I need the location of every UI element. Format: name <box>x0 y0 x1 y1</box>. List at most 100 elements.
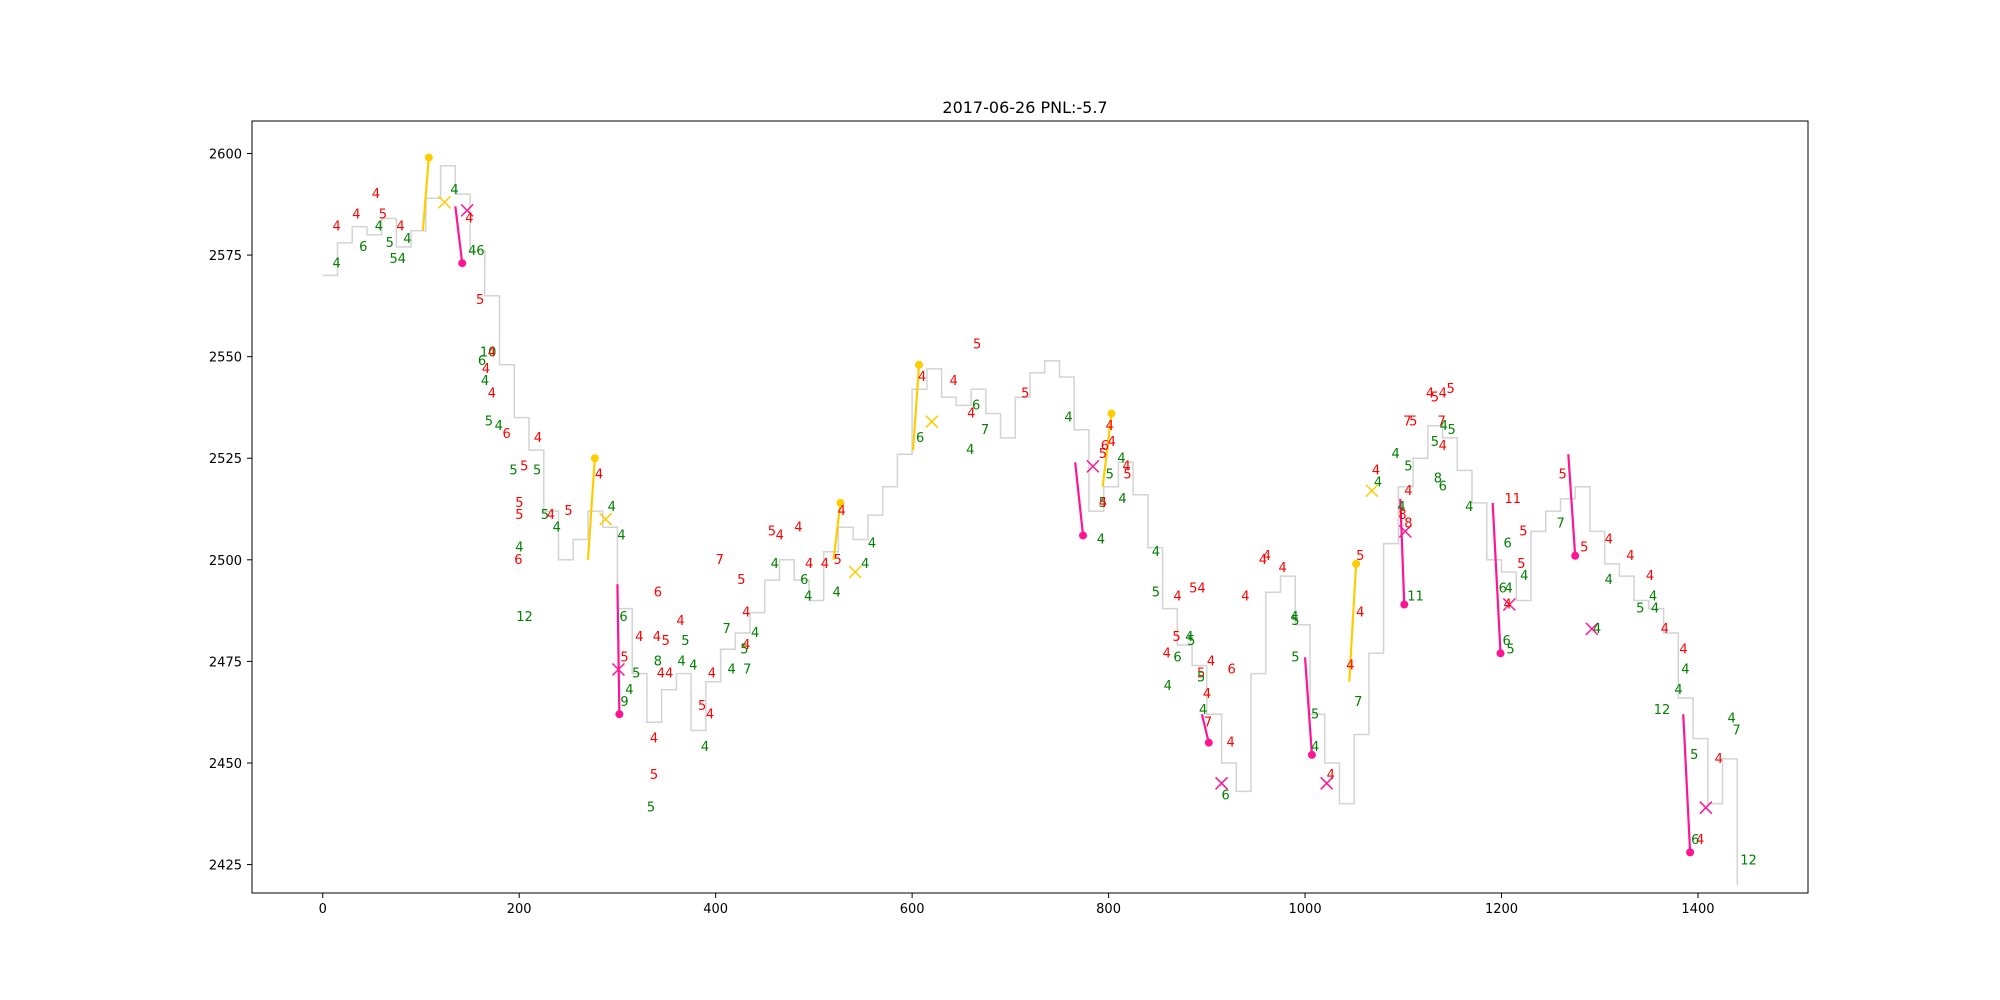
annotation-label: 4 <box>751 626 759 641</box>
annotation-label: 6 <box>1173 650 1181 665</box>
annotation-label: 4 <box>804 589 812 604</box>
annotation-label: 4 <box>534 431 542 446</box>
annotation-label: 4 <box>625 683 633 698</box>
annotation-label: 4 <box>1185 630 1193 645</box>
trade-line-long <box>912 364 921 451</box>
annotation-label: 4 <box>1164 679 1172 694</box>
x-tick-label: 200 <box>507 902 532 917</box>
annotation-label: 12 <box>1654 703 1671 718</box>
y-axis: 2425 2450 2475 2500 2525 2550 2575 2600 <box>209 148 252 874</box>
annotation-label: 5 <box>1187 634 1195 649</box>
trade-line-short <box>1399 498 1406 605</box>
exit-point-short <box>1585 622 1599 636</box>
annotation-label: 4 <box>1391 447 1399 462</box>
annotation-label: 4 <box>742 638 750 653</box>
annotation-label: 4 <box>1426 386 1434 401</box>
annotation-label: 5 <box>1409 415 1417 430</box>
exit-point-short <box>611 662 625 677</box>
annotation-label: 4 <box>1290 610 1298 625</box>
annotation-label: 7 <box>743 663 751 678</box>
y-tick-label: 2500 <box>209 554 242 569</box>
annotation-label: 6 <box>502 427 510 442</box>
annotation-label: 6 <box>1502 634 1510 649</box>
annotation-label: 6 <box>1222 789 1230 804</box>
annotation-label: 4 <box>1465 500 1473 515</box>
annotation-label: 6 <box>1227 663 1235 678</box>
annotation-label: 5 <box>533 463 541 478</box>
annotation-label: 4 <box>837 504 845 519</box>
annotation-label: 4 <box>727 663 735 678</box>
annotation-label: 5 <box>1123 468 1131 483</box>
exit-point-long <box>848 565 862 579</box>
annotation-label: 6 <box>619 610 627 625</box>
exit-point-short <box>1502 597 1516 612</box>
chart-title: 2017-06-26 PNL:-5.7 <box>942 98 1107 117</box>
annotation-label: 4 <box>1404 484 1412 499</box>
annotation-label: 6 <box>514 553 522 568</box>
annotation-label: 4 <box>706 707 714 722</box>
entry-point-long <box>914 360 923 369</box>
exit-point-short <box>1215 776 1229 790</box>
entry-point-short <box>1571 551 1580 560</box>
annotation-label: 4 <box>1207 654 1215 669</box>
annotation-label: 4 <box>1696 833 1704 848</box>
annotation-label: 4 <box>1097 533 1105 548</box>
annotation-label: 4 <box>1605 573 1613 588</box>
annotation-label: 4 <box>1715 752 1723 767</box>
annotation-label: 4 <box>861 557 869 572</box>
entry-point-short <box>1496 649 1505 658</box>
x-tick-label: 1000 <box>1289 902 1322 917</box>
x-axis: 0 200 400 600 800 1000 1200 1400 <box>319 893 1715 917</box>
annotation-label: 4 <box>1661 622 1669 637</box>
annotation-label: 4 <box>794 520 802 535</box>
y-tick-label: 2450 <box>209 757 242 772</box>
annotation-label: 4 <box>333 256 341 271</box>
entry-point-long <box>1352 559 1361 568</box>
annotation-label: 4 <box>595 468 603 483</box>
annotation-label: 5 <box>1558 468 1566 483</box>
y-tick-label: 2525 <box>209 452 242 467</box>
annotation-label: 4 <box>1646 569 1654 584</box>
annotation-label: 4 <box>1651 602 1659 617</box>
annotation-label: 8 <box>1398 508 1406 523</box>
annotation-label: 4 <box>450 183 458 198</box>
annotation-label: 5 <box>1404 459 1412 474</box>
annotation-label: 7 <box>1354 695 1362 710</box>
annotation-label: 5 <box>737 573 745 588</box>
annotation-label: 4 <box>1439 386 1447 401</box>
annotation-label: 4 <box>1727 711 1735 726</box>
exit-point-long <box>438 195 452 209</box>
annotation-label: 4 <box>650 732 658 747</box>
exit-point-short <box>1398 524 1412 538</box>
annotation-label: 4 <box>375 220 383 235</box>
annotation-label: 6 <box>1691 833 1699 848</box>
annotation-label: 4 <box>1503 598 1511 613</box>
annotation-label: 4 <box>352 208 360 223</box>
annotation-label: 8 <box>654 654 662 669</box>
annotation-label: 4 <box>1346 659 1354 674</box>
annotation-label: 11 <box>1504 492 1521 507</box>
annotation-label: 12 <box>516 610 533 625</box>
x-tick-label: 0 <box>319 902 327 917</box>
annotation-label: 8 <box>1434 472 1442 487</box>
annotation-label: 5 <box>647 801 655 816</box>
x-tick-label: 800 <box>1096 902 1121 917</box>
annotation-label: 4 <box>868 537 876 552</box>
annotation-label: 8 <box>1404 516 1412 531</box>
annotation-label: 4 <box>833 585 841 600</box>
annotation-label: 4 <box>495 419 503 434</box>
annotation-label: 11 <box>1407 589 1424 604</box>
x-tick-label: 400 <box>703 902 728 917</box>
annotation-label: 4 <box>1520 569 1528 584</box>
annotation-label: 5 <box>768 524 776 539</box>
annotation-label: 10 <box>480 346 497 361</box>
entry-point-long <box>590 454 599 463</box>
annotation-label: 5 <box>1431 390 1439 405</box>
annotation-label: 6 <box>800 573 808 588</box>
trade-line-long <box>586 458 596 560</box>
trade-line-long <box>1348 563 1358 682</box>
annotation-label: 46 <box>468 244 485 259</box>
annotation-label: 4 <box>1263 549 1271 564</box>
